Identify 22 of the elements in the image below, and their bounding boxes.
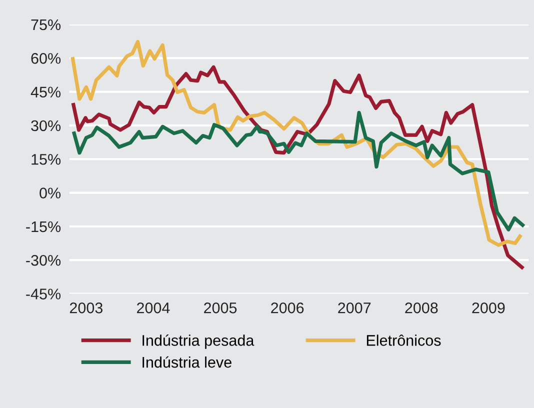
y-tick-label: 60% xyxy=(31,53,61,64)
legend-label: Indústria leve xyxy=(142,356,232,368)
x-tick-label: 2003 xyxy=(70,302,103,314)
y-tick-label: -30% xyxy=(26,254,61,266)
line-series xyxy=(70,40,522,247)
x-tick-label: 2006 xyxy=(271,302,304,314)
x-tick-label: 2009 xyxy=(472,302,505,314)
y-tick-label: 15% xyxy=(32,154,61,165)
legend-label: Eletrônicos xyxy=(366,334,441,346)
y-tick-label: 75% xyxy=(31,19,61,30)
line-series xyxy=(72,65,524,270)
y-tick-label: -45% xyxy=(26,288,61,300)
x-tick-label: 2007 xyxy=(338,302,371,314)
y-tick-label: 30% xyxy=(31,120,61,132)
line-series xyxy=(72,110,524,232)
x-tick-label: 2005 xyxy=(204,302,237,314)
x-tick-label: 2008 xyxy=(405,302,438,314)
y-tick-label: 0% xyxy=(40,188,61,198)
legend-label: Indústria pesada xyxy=(142,334,254,349)
y-tick-label: 45% xyxy=(30,86,61,98)
y-tick-label: -15% xyxy=(26,221,61,232)
x-tick-label: 2004 xyxy=(137,302,170,314)
